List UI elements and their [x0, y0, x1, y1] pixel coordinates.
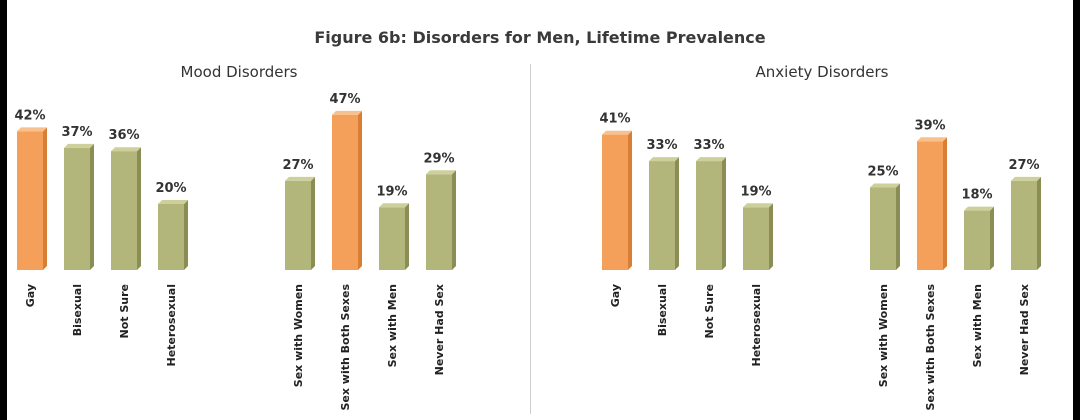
bar [649, 161, 675, 270]
data-label: 18% [961, 188, 992, 203]
data-label: 33% [693, 138, 724, 153]
panel-divider [530, 64, 531, 414]
bar-top [696, 157, 726, 162]
bar-top [111, 147, 141, 152]
bar [379, 207, 405, 270]
data-label: 33% [646, 138, 677, 153]
bar [964, 210, 990, 270]
bar-side [1037, 176, 1041, 270]
data-label: 42% [14, 108, 45, 123]
bar-side [628, 130, 632, 270]
data-label: 29% [423, 151, 454, 166]
bar-side [769, 203, 773, 270]
bar-side [90, 143, 94, 270]
category-label: Not Sure [118, 284, 131, 339]
bar-top [17, 127, 47, 132]
bar-top [64, 143, 94, 148]
data-label: 20% [155, 181, 186, 196]
category-label: Never Had Sex [1018, 284, 1031, 375]
category-label: Sex with Men [386, 284, 399, 367]
data-label: 27% [282, 158, 313, 173]
bar-top [964, 206, 994, 211]
bar-side [137, 147, 141, 270]
bar-side [675, 157, 679, 270]
bar-side [405, 203, 409, 270]
category-label: Bisexual [71, 284, 84, 336]
category-label: Never Had Sex [433, 284, 446, 375]
bar [64, 147, 90, 270]
bar-side [184, 200, 188, 270]
bar-side [311, 176, 315, 270]
category-label: Gay [24, 284, 37, 307]
bar-top [158, 200, 188, 204]
bar-top [649, 157, 679, 162]
bar-chart-svg: Mood Disorders 42% Gay 37% Bisexual 36% Not Su… [14, 63, 1041, 411]
category-label: Not Sure [703, 284, 716, 339]
data-label: 47% [329, 92, 360, 107]
data-label: 27% [1008, 158, 1039, 173]
figure-title: Figure 6b: Disorders for Men, Lifetime P… [314, 28, 766, 47]
bar-top [917, 137, 947, 142]
bar [17, 131, 43, 270]
panel-title: Mood Disorders [181, 63, 298, 81]
bar-side [990, 206, 994, 270]
bar-top [285, 176, 315, 181]
category-label: Sex with Women [877, 284, 890, 387]
bar-top [602, 130, 632, 135]
category-label: Sex with Both Sexes [339, 284, 352, 411]
bar [332, 114, 358, 271]
figure-card: Figure 6b: Disorders for Men, Lifetime P… [7, 0, 1073, 420]
bar [426, 174, 452, 270]
bar-side [452, 170, 456, 270]
bar [917, 141, 943, 270]
bar [158, 204, 184, 270]
bar-top [870, 183, 900, 188]
category-label: Gay [609, 284, 622, 307]
bar [285, 180, 311, 270]
data-label: 36% [108, 128, 139, 143]
bar [696, 161, 722, 270]
bar-top [1011, 176, 1041, 181]
category-label: Sex with Women [292, 284, 305, 387]
data-label: 19% [740, 184, 771, 199]
bar [870, 187, 896, 270]
category-label: Heterosexual [165, 284, 178, 367]
data-label: 37% [61, 125, 92, 140]
bar [1011, 180, 1037, 270]
category-label: Bisexual [656, 284, 669, 336]
data-label: 25% [867, 165, 898, 180]
data-label: 39% [914, 118, 945, 133]
bar-top [379, 203, 409, 208]
data-label: 41% [599, 112, 630, 127]
bar [743, 207, 769, 270]
bar-side [43, 127, 47, 271]
bar-side [722, 157, 726, 270]
bar-top [743, 203, 773, 208]
bar-side [943, 137, 947, 270]
category-label: Sex with Both Sexes [924, 284, 937, 411]
bar-side [358, 110, 362, 271]
panel-title: Anxiety Disorders [756, 63, 889, 81]
bar-top [426, 170, 456, 175]
category-label: Heterosexual [750, 284, 763, 367]
data-label: 19% [376, 184, 407, 199]
bar-top [332, 110, 362, 115]
category-label: Sex with Men [971, 284, 984, 367]
bar-side [896, 183, 900, 270]
bar [602, 134, 628, 270]
bar [111, 151, 137, 270]
